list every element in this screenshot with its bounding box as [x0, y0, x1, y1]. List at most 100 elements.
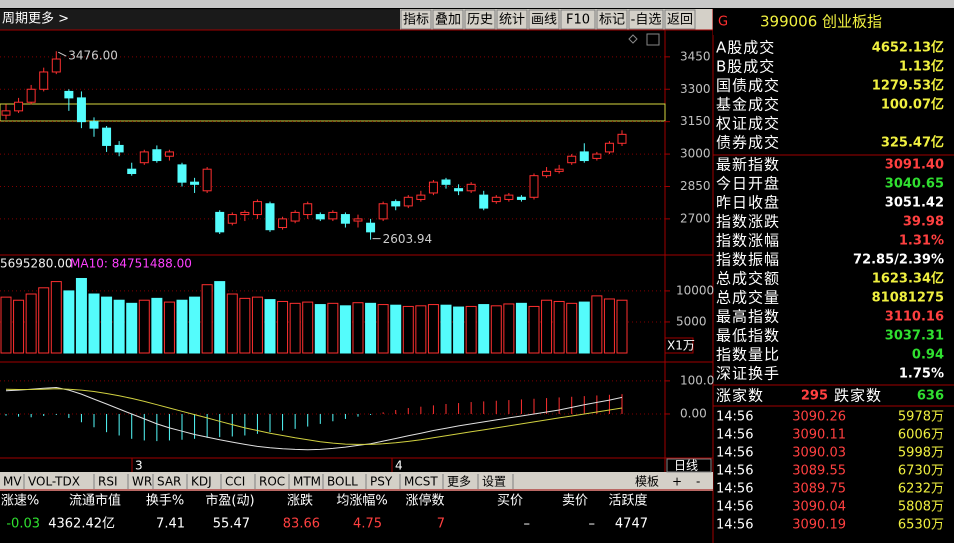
volume-bar	[13, 299, 25, 354]
volume-tick-label: 10000	[676, 283, 714, 297]
table-header[interactable]: 涨停数	[405, 493, 444, 509]
table-header[interactable]: 市盈(动)	[205, 493, 254, 509]
dea-line	[5, 388, 623, 445]
panel-header	[713, 9, 954, 35]
toolbar-button[interactable]: 返回	[667, 13, 693, 28]
menu-item[interactable]: 周期	[2, 12, 28, 27]
indicator-tab[interactable]: MV	[3, 475, 22, 489]
volume-bar	[465, 305, 477, 354]
toolbar-button[interactable]: -自选	[631, 13, 662, 28]
turnover-label: B股成交	[716, 58, 775, 76]
candle-body	[1, 110, 11, 116]
price-tick-label: 2700	[680, 211, 711, 225]
indicator-tab[interactable]: ROC	[259, 475, 285, 489]
price-tick-label: 3000	[680, 147, 711, 161]
stat-value: 72.85/2.39%	[853, 253, 944, 268]
table-header[interactable]: 卖价	[562, 494, 588, 509]
candle-body	[89, 121, 99, 129]
table-header[interactable]: 涨跌	[287, 493, 313, 509]
volume-bar	[566, 302, 578, 354]
table-header[interactable]: 均涨幅%	[336, 494, 387, 509]
toolbar-button[interactable]: 画线	[531, 13, 557, 28]
volume-bar	[214, 281, 226, 354]
volume-bar	[478, 304, 490, 354]
macd-tick-label: 0.00	[680, 406, 707, 420]
candle-body	[592, 153, 602, 159]
indicator-tab[interactable]: SAR	[157, 475, 181, 489]
period-label[interactable]: 日线	[674, 459, 698, 473]
menu-item[interactable]: 更多 >	[28, 11, 69, 27]
tab-tool[interactable]: 模板	[635, 475, 659, 489]
table-header[interactable]: 流通市值	[69, 493, 121, 509]
candle-body	[378, 203, 388, 220]
turnover-label: 权证成交	[716, 115, 780, 133]
candle-body	[466, 183, 476, 192]
candle-body	[328, 211, 338, 220]
macd-tick-label: 100.0	[680, 373, 714, 387]
candle-body	[240, 211, 250, 216]
table-header[interactable]: 活跃度	[608, 493, 647, 509]
tab-tool[interactable]: -	[696, 475, 700, 489]
candle-body	[516, 196, 526, 200]
turnover-label: 基金成交	[716, 96, 780, 114]
toolbar-button[interactable]: 历史	[467, 13, 493, 28]
tick-volume: 5978万	[898, 410, 944, 425]
toolbar-button[interactable]: F10	[566, 13, 590, 28]
volume-bar	[0, 296, 12, 354]
volume-bar	[453, 306, 465, 354]
low-label: 2603.94	[383, 232, 433, 246]
indicator-tab[interactable]: WR	[132, 475, 152, 489]
indicator-tab[interactable]: RSI	[98, 475, 118, 489]
toolbar-button[interactable]: 叠加	[435, 13, 461, 28]
volume-bar	[603, 298, 615, 354]
toolbar-button[interactable]: 标记	[599, 13, 625, 28]
indicator-tab[interactable]: KDJ	[191, 475, 212, 489]
volume-bar	[151, 297, 163, 354]
tab-tool[interactable]: +	[672, 475, 682, 489]
dif-line	[5, 386, 623, 451]
indicator-tab[interactable]: MCST	[404, 475, 438, 489]
candle-body	[26, 88, 36, 103]
turnover-value: 100.07亿	[881, 97, 944, 113]
volume-bar	[377, 304, 389, 354]
table-header[interactable]: 换手%	[146, 494, 184, 509]
candle-body	[164, 151, 174, 157]
table-cell: 7	[437, 517, 445, 532]
diamond-icon	[628, 34, 638, 44]
table-cell: 4362.42亿	[48, 517, 115, 532]
indicator-tab[interactable]: MTM	[293, 475, 321, 489]
volume-bar	[515, 302, 527, 354]
stat-value: 3040.65	[885, 177, 944, 192]
tick-time: 14:56	[716, 446, 753, 461]
indicator-tab[interactable]: BOLL	[327, 475, 358, 489]
table-cell: –	[524, 517, 531, 532]
month-label: 4	[395, 459, 403, 473]
stat-value: 3037.31	[885, 329, 944, 344]
tick-volume: 6530万	[898, 518, 944, 533]
stat-value: 39.98	[903, 215, 944, 230]
candle-body	[139, 151, 149, 164]
toolbar-button[interactable]: 统计	[499, 13, 525, 28]
table-header[interactable]: 涨速%	[1, 494, 39, 509]
toolbar-button[interactable]: 指标	[403, 13, 429, 28]
stat-label: 昨日收盘	[716, 194, 780, 212]
candle-body	[102, 127, 112, 146]
tick-volume: 5808万	[898, 500, 944, 515]
stat-label: 指数涨幅	[716, 232, 780, 250]
table-header[interactable]: 买价	[497, 494, 523, 509]
indicator-tab[interactable]: VOL-TDX	[28, 475, 80, 489]
volume-bar	[63, 290, 75, 354]
indicator-tab[interactable]: 更多	[447, 475, 471, 489]
volume-legend: 5695280.00	[0, 257, 73, 271]
toolbar-button-frame	[664, 9, 696, 30]
volume-bar	[201, 284, 213, 354]
indicator-tab[interactable]: PSY	[370, 475, 393, 489]
indicator-tab[interactable]: 设置	[482, 475, 506, 489]
volume-bar	[251, 296, 263, 354]
turnover-value: 1279.53亿	[872, 78, 944, 94]
stat-label: 指数量比	[716, 346, 780, 364]
stat-value: 3051.42	[885, 196, 944, 211]
volume-bar	[88, 293, 100, 354]
indicator-tab[interactable]: CCI	[225, 475, 245, 489]
volume-bar	[528, 305, 540, 354]
